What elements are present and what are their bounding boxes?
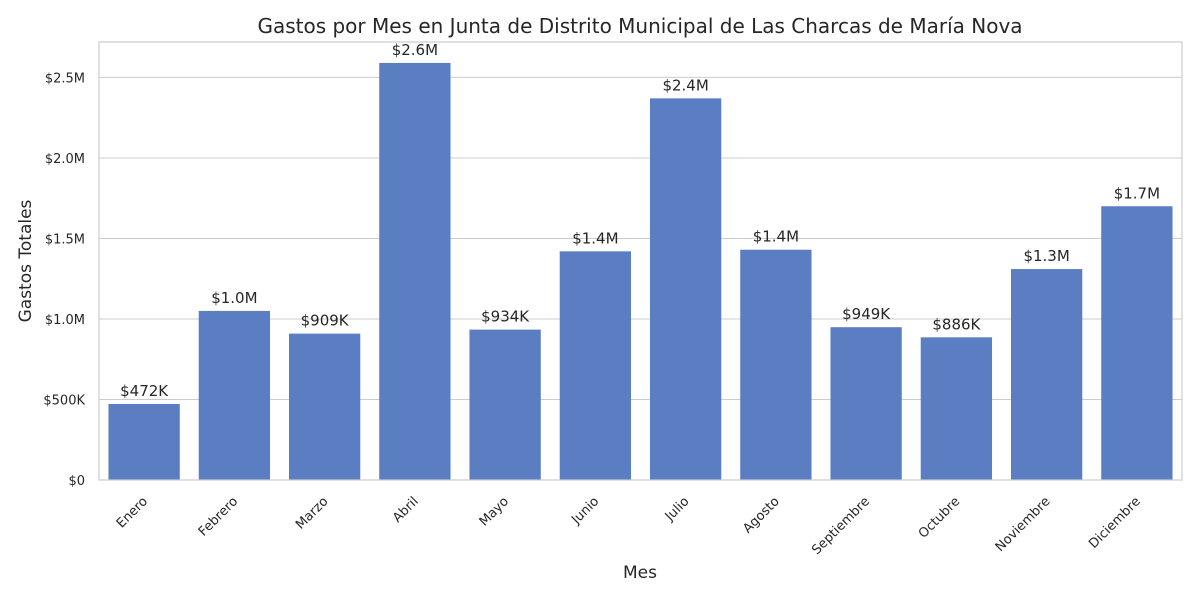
bar-value-label: $2.6M [392, 41, 438, 59]
bar-value-label: $949K [842, 305, 891, 323]
bar [288, 333, 361, 480]
bar-value-label: $472K [120, 382, 169, 400]
bar [1010, 269, 1083, 480]
bar-value-label: $909K [301, 312, 350, 330]
y-tick-label: $1.0M [45, 313, 85, 328]
bars [108, 62, 1173, 480]
bar-value-label: $1.7M [1114, 184, 1160, 202]
x-tick-label: Septiembre [809, 494, 873, 558]
y-tick-label: $2.5M [45, 71, 85, 86]
x-tick-label: Febrero [196, 494, 241, 539]
bar [469, 329, 541, 480]
y-tick-labels: $0 $500K $1.0M $1.5M $2.0M $2.5M [43, 71, 85, 489]
x-tick-label: Mayo [477, 494, 512, 529]
bar [379, 62, 451, 480]
y-tick-label: $2.0M [45, 152, 85, 167]
bar [649, 98, 722, 480]
bar-value-label: $1.0M [211, 289, 257, 307]
x-tick-label: Marzo [293, 494, 331, 532]
bar [920, 337, 993, 480]
x-tick-label: Junio [568, 494, 602, 528]
bar [1101, 206, 1173, 480]
bar-value-label: $886K [932, 315, 981, 333]
bar-value-label: $2.4M [662, 76, 708, 94]
x-tick-label: Enero [114, 494, 151, 531]
x-tick-label: Agosto [740, 494, 782, 536]
bar-value-label: $1.3M [1023, 247, 1069, 265]
bar-value-label: $934K [481, 308, 530, 326]
chart-title: Gastos por Mes en Junta de Distrito Muni… [257, 14, 1022, 38]
y-tick-label: $0 [68, 474, 85, 489]
x-tick-label: Octubre [916, 494, 963, 541]
y-tick-label: $1.5M [45, 232, 85, 247]
x-tick-labels: Enero Febrero Marzo Abril Mayo Junio Julio Agos… [114, 494, 1144, 558]
plot-frame [98, 41, 1183, 481]
bar [830, 327, 902, 480]
x-tick-label: Diciembre [1086, 494, 1144, 552]
bar [559, 251, 632, 480]
data-labels: $472K $1.0M $909K $2.6M $934K $1.4M $2.4M $1.4M… [120, 41, 1160, 400]
bar-value-label: $1.4M [572, 229, 618, 247]
y-tick-label: $500K [43, 393, 85, 408]
x-tick-label: Julio [662, 494, 693, 525]
bar [108, 403, 180, 480]
y-axis-label: Gastos Totales [16, 199, 36, 322]
bar [740, 249, 812, 480]
x-tick-label: Noviembre [993, 494, 1054, 555]
bar-value-label: $1.4M [753, 228, 799, 246]
bar [198, 310, 271, 480]
x-tick-label: Abril [390, 494, 422, 526]
x-axis-label: Mes [623, 563, 657, 583]
